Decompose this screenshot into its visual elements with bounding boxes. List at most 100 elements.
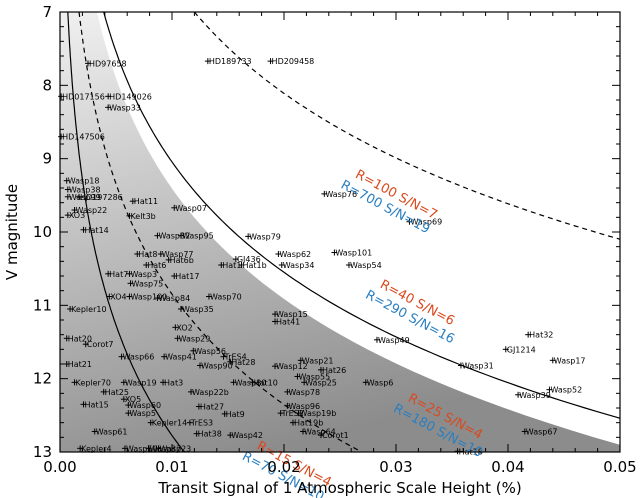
point-label: Wasp25: [305, 378, 337, 387]
y-tick-label: 8: [42, 76, 52, 94]
point-label: XO2: [176, 323, 192, 332]
point-Wasp15: Wasp15: [272, 310, 308, 319]
point-Wasp18: Wasp18: [63, 177, 100, 186]
point-label: GJ1214: [507, 345, 536, 354]
point-HD017156: HD017156: [58, 92, 105, 101]
point-label: Hat14: [85, 226, 109, 235]
point-label: Hat20: [68, 334, 92, 343]
point-label: Wasp22b: [192, 388, 229, 397]
point-label: Wasp50: [126, 444, 158, 453]
point-Wasp22b: Wasp22b: [188, 388, 229, 397]
point-label: Wasp49: [378, 336, 410, 345]
point-label: Wasp56: [194, 347, 226, 356]
y-tick-label: 13: [33, 443, 52, 461]
point-label: Wasp19b: [300, 409, 337, 418]
point-label: Kepler4: [81, 444, 111, 453]
point-HD97658: HD97658: [85, 59, 127, 68]
point-label: Hat11: [134, 197, 158, 206]
point-label: Wasp42: [231, 431, 263, 440]
y-tick-label: 12: [33, 370, 52, 388]
point-label: Wasp35: [182, 305, 214, 314]
point-Corot7: Corot7: [82, 340, 114, 349]
point-label: Hat17: [175, 272, 199, 281]
point-Wasp90: Wasp90: [197, 361, 233, 370]
point-Hat26: Hat26: [317, 366, 346, 375]
point-Wasp67: Wasp67: [521, 427, 558, 436]
point-label: Wasp17: [554, 356, 586, 365]
point-label: Wasp96: [288, 402, 320, 411]
point-Wasp42: Wasp42: [227, 431, 263, 440]
point-Wasp54: Wasp54: [345, 261, 382, 270]
point-label: HD017156: [62, 92, 105, 101]
point-Wasp52: Wasp52: [546, 386, 582, 395]
curve-1: [103, 12, 620, 419]
point-label: Wasp79: [249, 232, 281, 241]
point-label: Wasp62: [279, 250, 311, 259]
point-Hat21: Hat21: [63, 360, 92, 369]
point-label: HD97658: [89, 59, 127, 68]
x-tick-label: 0.02: [267, 458, 300, 476]
point-label: Wasp55: [298, 372, 330, 381]
point-Wasp33: Wasp33: [105, 103, 141, 112]
point-Wasp19b: Wasp19b: [295, 409, 337, 418]
point-label: Hat38: [198, 430, 222, 439]
point-Hat14: Hat14: [80, 226, 109, 235]
point-Wasp100: Wasp100: [126, 293, 167, 302]
point-Kelt3b: Kelt3b: [126, 212, 156, 221]
point-label: Hat27: [200, 403, 224, 412]
point-Wasp07: Wasp07: [171, 204, 207, 213]
point-Hat6b: Hat6b: [165, 256, 194, 265]
point-Wasp6: Wasp6: [362, 378, 394, 387]
x-tick-label: 0.04: [491, 458, 524, 476]
point-Wasp39: Wasp39: [515, 391, 551, 400]
point-Wasp49: Wasp49: [373, 336, 410, 345]
point-label: Wasp18: [68, 177, 100, 186]
point-Hat25: Hat25: [100, 388, 129, 397]
point-Wasp76: Wasp76: [321, 190, 357, 199]
point-Wasp34: Wasp34: [278, 261, 315, 270]
point-label: Wasp34: [283, 261, 315, 270]
point-Wasp64: Wasp64: [300, 427, 336, 436]
x-tick-label: 0.00: [43, 458, 76, 476]
point-label: HD197286: [80, 193, 123, 202]
point-label: Hat8: [138, 250, 157, 259]
point-Wasp22: Wasp22: [71, 206, 107, 215]
point-XO3: XO3: [64, 211, 85, 220]
point-label: Wasp15: [276, 310, 308, 319]
point-label: Wasp67: [526, 427, 558, 436]
point-label: Corot7: [87, 340, 114, 349]
point-HD147506: HD147506: [58, 133, 105, 142]
x-tick-label: 0.01: [155, 458, 188, 476]
x-tick-label: 0.03: [379, 458, 412, 476]
point-Hat15: Hat15: [80, 400, 109, 409]
point-Wasp84: Wasp84: [154, 294, 190, 303]
point-Wasp75: Wasp75: [127, 279, 163, 288]
point-Hat19b: Hat19b: [289, 419, 323, 428]
point-Wasp99: Wasp99: [64, 193, 101, 202]
point-label: Wasp6: [367, 378, 394, 387]
point-Wasp61: Wasp61: [91, 427, 127, 436]
point-label: Wasp64: [304, 427, 336, 436]
point-label: TrES2: [281, 409, 304, 418]
point-Wasp79: Wasp79: [245, 232, 281, 241]
x-tick-label: 0.05: [603, 458, 636, 476]
point-label: Wasp41: [165, 353, 197, 362]
point-label: Wasp100: [130, 293, 167, 302]
point-label: Wasp95: [182, 232, 214, 241]
point-Wasp21: Wasp21: [297, 356, 334, 365]
point-Wasp82: Wasp82: [154, 232, 190, 241]
point-Wasp35: Wasp35: [177, 305, 214, 314]
point-label: Hat1b: [242, 261, 266, 270]
sn-curves: [67, 12, 620, 452]
point-label: HD147506: [62, 133, 105, 142]
point-label: Wasp39: [519, 391, 551, 400]
point-Wasp66: Wasp66: [118, 353, 154, 362]
point-label: Wasp3: [130, 270, 157, 279]
point-label: Wasp37: [149, 444, 181, 453]
point-label: Hat9: [226, 410, 245, 419]
curve-2: [78, 12, 363, 452]
point-Hat1: Hat1: [218, 261, 241, 270]
point-Wasp25: Wasp25: [301, 378, 337, 387]
point-label: Wasp52: [550, 386, 582, 395]
